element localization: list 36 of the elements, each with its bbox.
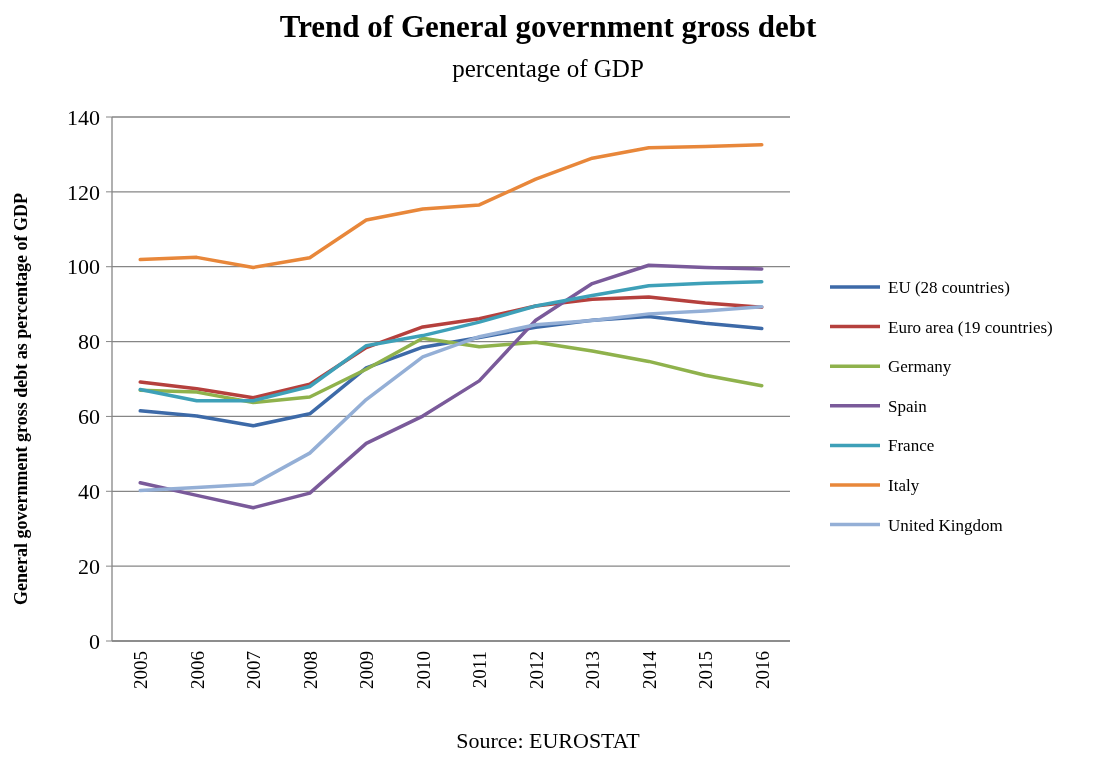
y-tick-label: 40 xyxy=(78,478,100,504)
legend-label: EU (28 countries) xyxy=(888,277,1010,297)
line-series xyxy=(138,336,764,405)
x-tick-label: 2010 xyxy=(412,651,434,689)
x-tick-label: 2006 xyxy=(186,651,208,689)
legend-label: Italy xyxy=(888,475,920,495)
x-tick-label: 2007 xyxy=(243,651,265,689)
y-tick-label: 60 xyxy=(78,404,100,430)
x-tick-label: 2012 xyxy=(525,651,547,689)
y-tick-label: 20 xyxy=(78,553,100,579)
x-tick-label: 2013 xyxy=(582,651,604,689)
line-series xyxy=(138,305,764,493)
legend-label: Spain xyxy=(888,396,928,416)
x-tick-label: 2014 xyxy=(638,650,660,689)
y-tick-label: 80 xyxy=(78,329,100,355)
chart-title: Trend of General government gross debt xyxy=(279,9,817,44)
x-tick-label: 2005 xyxy=(130,651,152,689)
legend-label: United Kingdom xyxy=(888,515,1003,535)
x-tick-label: 2008 xyxy=(299,651,321,689)
y-tick-label: 0 xyxy=(89,628,100,654)
line-series xyxy=(138,142,764,270)
legend-label: Euro area (19 countries) xyxy=(888,317,1053,337)
y-tick-label: 100 xyxy=(67,254,100,280)
line-series xyxy=(138,279,764,403)
x-tick-label: 2015 xyxy=(695,651,717,689)
legend-label: France xyxy=(888,436,935,456)
y-tick-label: 140 xyxy=(67,104,100,130)
y-tick-label: 120 xyxy=(67,179,100,205)
x-tick-label: 2011 xyxy=(469,651,491,689)
source-note: Source: EUROSTAT xyxy=(456,728,641,753)
x-tick-label: 2016 xyxy=(751,651,773,689)
line-series xyxy=(138,263,764,510)
legend-label: Germany xyxy=(888,357,952,377)
chart-subtitle: percentage of GDP xyxy=(452,55,644,82)
y-axis-title: General government gross debt as percentage of GDP xyxy=(11,193,31,605)
x-tick-label: 2009 xyxy=(356,651,378,689)
